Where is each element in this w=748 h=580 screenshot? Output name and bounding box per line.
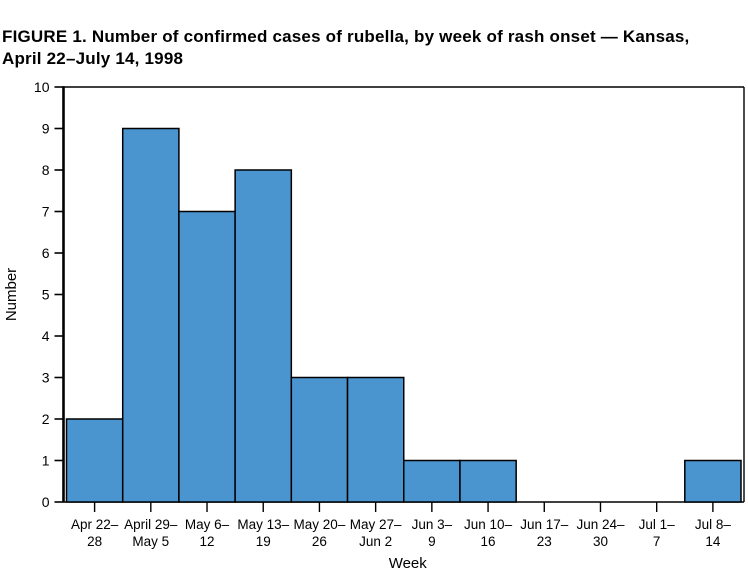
x-tick-label-line1: May 13– — [237, 517, 289, 532]
y-tick-label: 2 — [42, 411, 50, 427]
y-tick-label: 8 — [42, 162, 50, 178]
x-tick-label-line2: 30 — [593, 534, 608, 549]
x-tick-label-line2: 19 — [256, 534, 271, 549]
x-tick-label-line2: May 5 — [132, 534, 169, 549]
x-tick-label-line2: 16 — [481, 534, 496, 549]
x-tick-label-line1: May 20– — [294, 517, 346, 532]
bar — [65, 418, 124, 503]
y-tick-label: 0 — [42, 494, 50, 510]
x-tick-label-line2: 26 — [312, 534, 327, 549]
bar — [121, 127, 180, 503]
x-tick-label-line1: Jun 10– — [464, 517, 513, 532]
y-axis-title: Number — [3, 268, 20, 321]
bar — [178, 210, 236, 503]
bar — [234, 169, 293, 503]
x-tick-label-line2: 14 — [705, 534, 721, 549]
y-tick-label: 5 — [42, 287, 50, 303]
y-tick-label: 6 — [42, 245, 50, 261]
bar — [346, 376, 405, 503]
bar — [459, 459, 517, 503]
x-tick-label-line2: Jun 2 — [359, 534, 392, 549]
x-tick-label-line2: 12 — [200, 534, 215, 549]
bar — [403, 459, 461, 503]
x-tick-label-line2: 9 — [428, 534, 436, 549]
y-tick-label: 3 — [42, 370, 50, 386]
y-tick-label: 10 — [34, 79, 50, 95]
figure-title-line2: April 22–July 14, 1998 — [2, 49, 184, 68]
x-tick-label-line2: 23 — [537, 534, 552, 549]
y-tick-label: 4 — [42, 328, 50, 344]
x-tick-label-line1: May 27– — [350, 517, 402, 532]
x-tick-label-line1: Apr 22– — [71, 517, 119, 532]
x-tick-label-line1: Jun 24– — [576, 517, 625, 532]
bar — [290, 376, 349, 503]
x-tick-label-line1: May 6– — [185, 517, 230, 532]
bar — [684, 459, 742, 503]
x-axis-title: Week — [389, 555, 428, 572]
x-tick-label-line1: Jun 3– — [412, 517, 453, 532]
x-tick-label-line1: April 29– — [124, 517, 178, 532]
figure-title: FIGURE 1. Number of confirmed cases of r… — [2, 26, 748, 70]
y-tick-label: 9 — [42, 121, 50, 137]
x-tick-label-line2: 28 — [87, 534, 102, 549]
y-tick-label: 7 — [42, 204, 50, 220]
x-tick-label-line1: Jul 1– — [639, 517, 676, 532]
x-tick-label-line2: 7 — [653, 534, 661, 549]
x-tick-label-line1: Jun 17– — [520, 517, 569, 532]
figure-title-line1: FIGURE 1. Number of confirmed cases of r… — [2, 27, 690, 46]
y-tick-label: 1 — [42, 453, 50, 469]
x-tick-label-line1: Jul 8– — [695, 517, 732, 532]
